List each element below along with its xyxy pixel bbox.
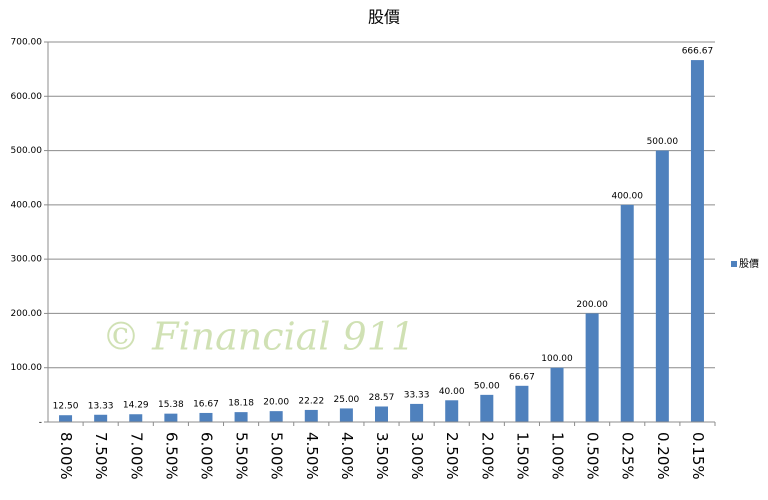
x-tick-label: 0.50%: [584, 432, 602, 480]
chart-title: 股價: [368, 8, 400, 27]
data-label: 33.33: [404, 390, 430, 400]
bar: [164, 413, 178, 422]
bar: [199, 412, 213, 422]
bar: [269, 411, 283, 422]
bar: [129, 414, 143, 422]
bar: [655, 150, 669, 423]
bar: [550, 367, 564, 422]
data-label: 500.00: [647, 137, 679, 147]
bar: [620, 204, 634, 422]
data-label: 28.57: [369, 393, 395, 403]
watermark: © Financial 911: [102, 315, 415, 359]
x-tick-label: 2.50%: [443, 432, 461, 480]
data-label: 40.00: [439, 387, 465, 397]
x-tick-label: 7.00%: [127, 432, 145, 480]
x-tick-label: 5.50%: [233, 432, 251, 480]
y-tick-label: 400.00: [11, 200, 43, 210]
x-tick-label: 0.20%: [654, 432, 672, 480]
data-label: 16.67: [193, 399, 219, 409]
y-tick-label: 500.00: [11, 146, 43, 156]
bar: [94, 414, 108, 422]
legend-label: 股價: [739, 257, 759, 270]
y-tick-label: 100.00: [11, 363, 43, 373]
bar: [304, 409, 318, 422]
bar: [480, 394, 494, 422]
x-tick-label: 1.50%: [513, 432, 531, 480]
data-label: 666.67: [682, 47, 714, 57]
data-label: 18.18: [228, 399, 254, 409]
y-tick-label: 600.00: [11, 92, 43, 102]
bar: [234, 412, 248, 422]
x-tick-label: 4.00%: [338, 432, 356, 480]
y-tick-label: 300.00: [11, 255, 43, 265]
bar: [445, 400, 459, 422]
y-tick-label: 200.00: [11, 309, 43, 319]
x-tick-label: 2.00%: [478, 432, 496, 480]
data-label: 15.38: [158, 400, 184, 410]
data-label: 22.22: [298, 396, 324, 406]
x-tick-label: 0.25%: [619, 432, 637, 480]
x-tick-label: 7.50%: [92, 432, 110, 480]
y-tick-label: -: [39, 418, 42, 428]
bar: [339, 408, 353, 422]
data-label: 13.33: [88, 401, 114, 411]
bar: [59, 415, 73, 422]
x-tick-label: 6.50%: [162, 432, 180, 480]
bar: [690, 60, 704, 422]
x-tick-label: 3.00%: [408, 432, 426, 480]
data-label: 20.00: [263, 398, 289, 408]
bar: [515, 385, 529, 422]
y-tick-label: 700.00: [11, 38, 43, 48]
data-label: 400.00: [611, 191, 643, 201]
x-tick-label: 1.00%: [549, 432, 567, 480]
bar: [585, 313, 599, 422]
data-label: 50.00: [474, 381, 500, 391]
data-label: 14.29: [123, 401, 149, 411]
data-label: 25.00: [334, 395, 360, 405]
legend-swatch: [731, 261, 737, 267]
bar: [410, 403, 424, 422]
data-label: 100.00: [541, 354, 573, 364]
x-tick-label: 3.50%: [373, 432, 391, 480]
x-tick-label: 0.15%: [689, 432, 707, 480]
x-tick-label: 5.00%: [268, 432, 286, 480]
x-tick-label: 4.50%: [303, 432, 321, 480]
bar: [375, 406, 388, 422]
data-label: 12.50: [53, 402, 79, 412]
data-label: 66.67: [509, 372, 535, 382]
x-tick-label: 8.00%: [57, 432, 75, 480]
data-label: 200.00: [576, 300, 608, 310]
x-tick-label: 6.00%: [197, 432, 215, 480]
